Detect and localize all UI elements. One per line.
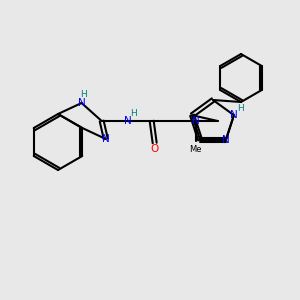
Text: N: N (222, 135, 230, 145)
Text: O: O (151, 144, 159, 154)
Text: H: H (238, 104, 244, 113)
Text: Me: Me (189, 145, 202, 154)
Text: N: N (124, 116, 132, 126)
Text: N: N (230, 110, 238, 120)
Text: N: N (102, 134, 110, 144)
Text: H: H (130, 110, 137, 118)
Text: N: N (78, 98, 86, 108)
Text: H: H (80, 89, 87, 98)
Text: N: N (192, 116, 200, 126)
